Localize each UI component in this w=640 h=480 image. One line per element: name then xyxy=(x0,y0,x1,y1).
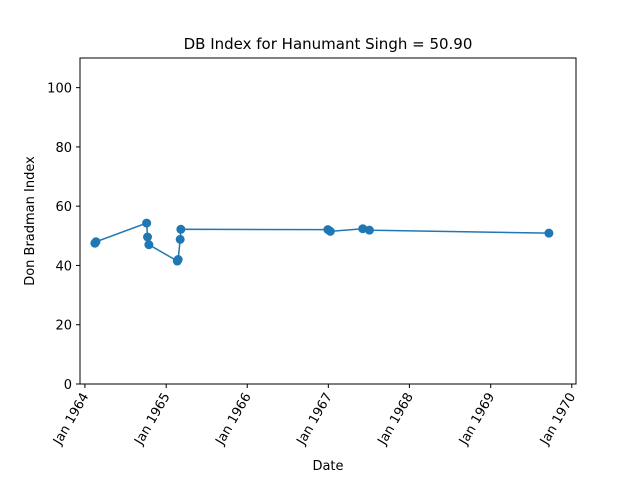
y-tick-label: 60 xyxy=(55,200,72,215)
x-tick-label: Jan 1968 xyxy=(375,391,417,449)
y-tick-label: 80 xyxy=(55,141,72,156)
y-axis-title: Don Bradman Index xyxy=(23,156,38,286)
data-point xyxy=(173,255,183,265)
data-point xyxy=(144,240,154,250)
x-axis: Jan 1964 Jan 1965 Jan 1966 Jan 1967 Jan 1968… xyxy=(50,384,579,448)
data-point xyxy=(325,226,335,236)
x-tick-label: Jan 1970 xyxy=(537,391,579,449)
x-tick-label: Jan 1965 xyxy=(132,391,174,449)
data-point xyxy=(364,225,374,235)
x-tick-label: Jan 1964 xyxy=(50,391,92,449)
x-axis-title: Date xyxy=(312,459,343,474)
chart-title: DB Index for Hanumant Singh = 50.90 xyxy=(184,35,473,53)
y-tick-label: 0 xyxy=(64,378,72,393)
plot-frame xyxy=(79,57,577,385)
data-point xyxy=(143,232,153,242)
data-point xyxy=(175,234,185,244)
x-tick-label: Jan 1967 xyxy=(294,391,336,449)
series-line xyxy=(94,222,549,263)
y-axis: 0 20 40 60 80 100 xyxy=(47,82,80,393)
y-tick-label: 20 xyxy=(55,319,72,334)
y-tick-label: 100 xyxy=(47,82,72,97)
x-tick-label: Jan 1969 xyxy=(456,391,498,449)
data-point xyxy=(176,224,186,234)
data-point xyxy=(91,237,101,247)
data-point xyxy=(544,228,554,238)
y-tick-label: 40 xyxy=(55,259,72,274)
x-tick-label: Jan 1966 xyxy=(213,391,255,449)
plot-area xyxy=(90,218,554,266)
data-point xyxy=(142,218,152,228)
